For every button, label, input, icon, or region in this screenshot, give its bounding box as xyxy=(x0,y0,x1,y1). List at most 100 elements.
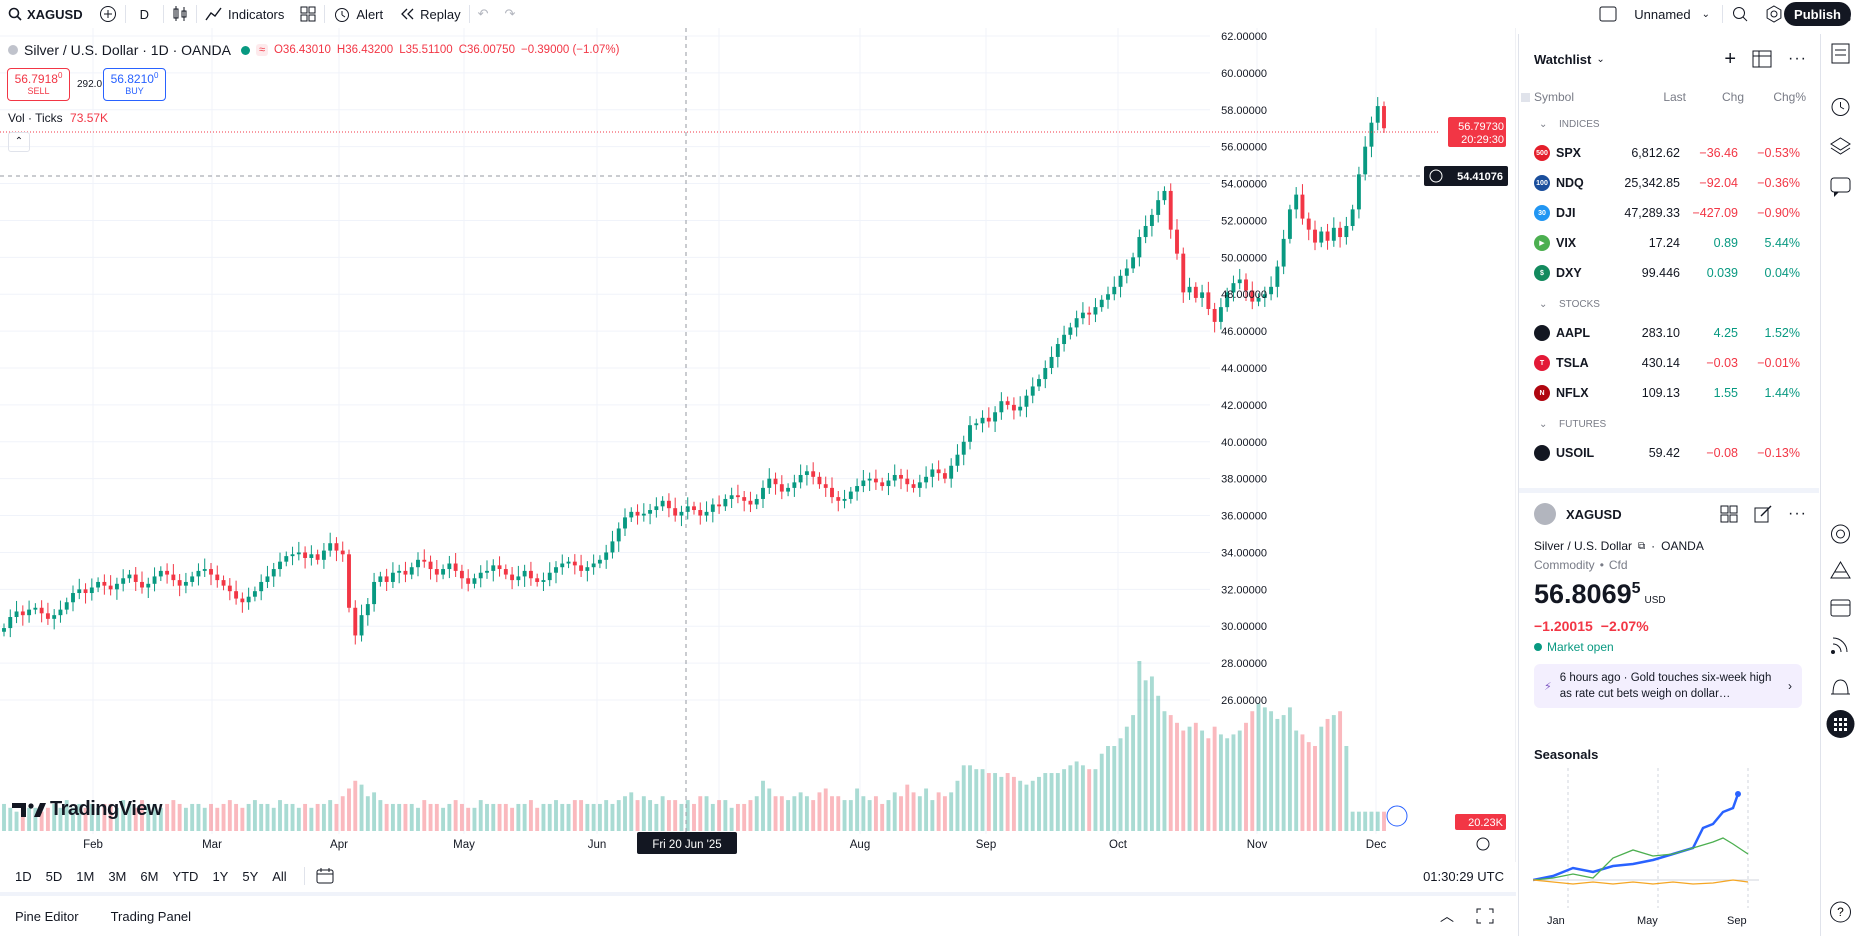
more-icon[interactable]: ··· xyxy=(1788,505,1807,522)
edit-icon[interactable] xyxy=(1754,505,1772,523)
calendar-icon[interactable] xyxy=(1830,599,1851,617)
col-last[interactable]: Last xyxy=(1663,90,1686,104)
chevron-down-icon[interactable]: ⌄ xyxy=(1596,53,1605,65)
settings-icon[interactable] xyxy=(1476,837,1490,851)
more-icon[interactable]: ··· xyxy=(1788,50,1807,67)
add-alert-icon[interactable] xyxy=(1429,169,1443,183)
pine-editor-tab[interactable]: Pine Editor xyxy=(15,908,79,924)
col-symbol[interactable]: Symbol xyxy=(1534,90,1575,104)
watchlist-row-nflx[interactable]: N NFLX 109.13 1.55 1.44% xyxy=(1519,378,1819,408)
watchlist-row-aapl[interactable]: AAPL 283.10 4.25 1.52% xyxy=(1519,318,1819,348)
select-all-checkbox[interactable] xyxy=(1521,92,1530,102)
templates-button[interactable] xyxy=(292,0,324,28)
chart-area[interactable]: 62.00000 60.00000 58.00000 56.00000 54.00000… xyxy=(0,28,1516,862)
trading-panel-tab[interactable]: Trading Panel xyxy=(110,908,192,924)
alarm-icon[interactable] xyxy=(1831,98,1850,116)
utc-clock[interactable]: 01:30:29 UTC xyxy=(1423,868,1504,884)
watchlist-row-usoil[interactable]: USOIL 59.42 −0.08 −0.13% xyxy=(1519,438,1819,468)
range-5d[interactable]: 5D xyxy=(45,868,63,884)
alert-button[interactable]: Alert xyxy=(325,0,391,28)
indicators-button[interactable]: Indicators xyxy=(197,0,292,28)
interval-button[interactable]: D xyxy=(126,0,163,28)
flash-icon: ⚡ xyxy=(1544,680,1552,693)
range-ytd[interactable]: YTD xyxy=(172,868,199,884)
watchlist-row-spx[interactable]: 500 SPX 6,812.62 −36.46 −0.53% xyxy=(1519,138,1819,168)
layout-menu[interactable]: Unnamed ⌄ xyxy=(1591,0,1718,28)
range-1d[interactable]: 1D xyxy=(15,868,32,884)
candle xyxy=(334,543,339,551)
pyramid-icon[interactable] xyxy=(1830,561,1851,579)
candle xyxy=(447,563,452,570)
broadcast-icon[interactable] xyxy=(1831,637,1848,654)
candle xyxy=(196,570,201,577)
volume-bars xyxy=(2,661,1386,831)
range-5y[interactable]: 5Y xyxy=(242,868,259,884)
seasonals-chart[interactable]: Jan May Sep xyxy=(1533,768,1813,928)
section-indices[interactable]: ⌄ INDICES xyxy=(1519,112,1819,136)
candle xyxy=(811,471,816,477)
layers-icon[interactable] xyxy=(1830,137,1851,155)
goto-date-icon[interactable] xyxy=(315,867,335,885)
buy-button[interactable]: 56.82100 BUY xyxy=(103,68,166,101)
candle xyxy=(1313,229,1317,243)
crosshair-price-tag[interactable] xyxy=(1424,165,1508,186)
chat-icon[interactable] xyxy=(1830,177,1851,197)
watchlist-row-dxy[interactable]: $ DXY 99.446 0.039 0.04% xyxy=(1519,258,1819,288)
symbol-search[interactable]: XAGUSD xyxy=(0,0,91,28)
redo-button[interactable]: ↷ xyxy=(504,6,516,21)
range-6m[interactable]: 6M xyxy=(140,868,159,884)
compare-button[interactable] xyxy=(91,0,125,28)
news-card[interactable]: ⚡ 6 hours ago · Gold touches six-week hi… xyxy=(1534,664,1802,708)
watchlist-title[interactable]: Watchlist xyxy=(1534,51,1592,67)
candle xyxy=(773,478,778,485)
chevron-up-icon[interactable]: ︿ xyxy=(1440,908,1454,924)
publish-button[interactable]: Publish xyxy=(1784,2,1851,26)
replay-button[interactable]: Replay xyxy=(391,0,468,28)
watchlist-row-vix[interactable]: ▶ VIX 17.24 0.89 5.44% xyxy=(1519,228,1819,258)
volume-bar xyxy=(265,803,270,831)
range-1m[interactable]: 1M xyxy=(76,868,95,884)
sell-button[interactable]: 56.79180 SELL xyxy=(7,68,70,101)
range-3m[interactable]: 3M xyxy=(108,868,127,884)
bell-icon[interactable] xyxy=(1831,679,1850,695)
help-icon[interactable]: ? xyxy=(1830,901,1851,923)
external-link-icon[interactable]: ⧉ xyxy=(1638,540,1646,552)
time-axis[interactable]: FebMarAprMayJunJulAugSepOctNovDecFri 20 … xyxy=(83,832,1490,854)
flag-icon[interactable] xyxy=(1386,805,1408,827)
volume-bar xyxy=(1306,742,1311,831)
candle xyxy=(1030,386,1035,396)
range-1y[interactable]: 1Y xyxy=(212,868,229,884)
col-chg-pct[interactable]: Chg% xyxy=(1773,90,1806,104)
candle xyxy=(259,581,264,592)
divider xyxy=(324,5,326,23)
quick-search-button[interactable] xyxy=(1723,0,1757,28)
maximize-panel-icon[interactable] xyxy=(1476,908,1494,924)
advanced-view-icon[interactable] xyxy=(1752,50,1772,68)
watchlist-row-tsla[interactable]: T TSLA 430.14 −0.03 −0.01% xyxy=(1519,348,1819,378)
volume-bar xyxy=(1262,707,1267,831)
last-price-tag[interactable] xyxy=(1448,116,1506,147)
candle xyxy=(597,559,602,564)
apps-icon[interactable] xyxy=(1826,710,1855,738)
collapse-legend-button[interactable]: ⌃ xyxy=(8,132,30,152)
watchlist-icon[interactable] xyxy=(1831,43,1850,64)
chart-type-button[interactable] xyxy=(164,0,196,28)
candle xyxy=(328,543,333,551)
watchlist-row-dji[interactable]: 30 DJI 47,289.33 −427.09 −0.90% xyxy=(1519,198,1819,228)
watchlist-row-ndq[interactable]: 100 NDQ 25,342.85 −92.04 −0.36% xyxy=(1519,168,1819,198)
range-all[interactable]: All xyxy=(272,868,287,884)
target-icon[interactable] xyxy=(1831,524,1850,544)
seasonals-title[interactable]: Seasonals xyxy=(1534,747,1599,762)
add-symbol-icon[interactable]: + xyxy=(1724,47,1737,70)
section-futures[interactable]: ⌄ FUTURES xyxy=(1519,412,1819,436)
volume-bar xyxy=(886,800,891,831)
details-symbol[interactable]: XAGUSD xyxy=(1566,506,1622,522)
undo-button[interactable]: ↶ xyxy=(477,6,489,21)
grid-icon[interactable] xyxy=(1720,505,1738,523)
section-stocks[interactable]: ⌄ STOCKS xyxy=(1519,292,1819,316)
col-chg[interactable]: Chg xyxy=(1721,90,1744,104)
panel-divider[interactable] xyxy=(1519,488,1819,493)
price-axis[interactable]: 62.00000 60.00000 58.00000 56.00000 54.00000… xyxy=(1221,28,1516,862)
settings-button[interactable] xyxy=(1757,0,1791,28)
candle xyxy=(1237,279,1242,284)
